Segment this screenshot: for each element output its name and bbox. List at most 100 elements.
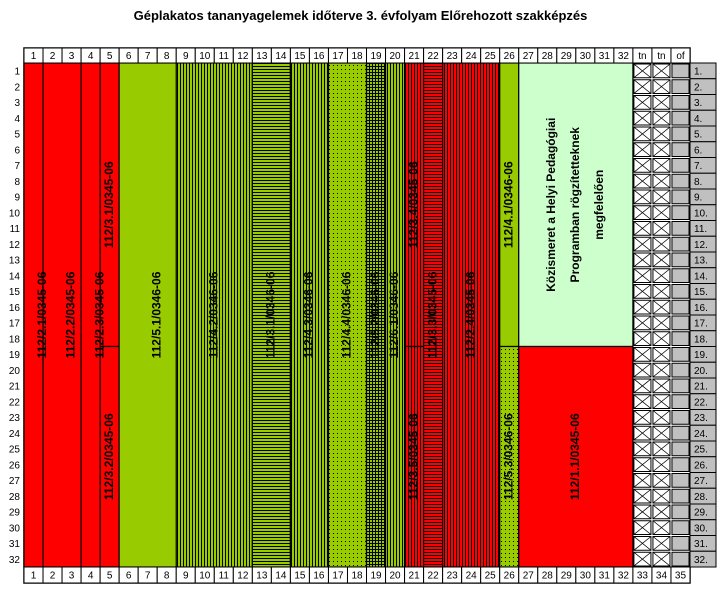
of-cell — [671, 362, 690, 378]
column-footer: 2 — [50, 571, 56, 582]
row-label-right: 1. — [694, 67, 702, 78]
block-label: 112/5.2/0346-06 — [368, 271, 382, 358]
of-cell — [671, 488, 690, 504]
of-cell — [671, 158, 690, 173]
cross-line — [652, 331, 671, 346]
of-cell — [671, 236, 690, 252]
row-label-right: 28. — [694, 492, 708, 503]
of-cell — [671, 410, 690, 425]
cross-line — [652, 362, 671, 378]
block-16 — [442, 62, 501, 568]
cross-line — [652, 110, 671, 126]
row-number: 23 — [9, 413, 21, 424]
row-label-right: 15. — [694, 287, 708, 298]
row-label-right: 14. — [694, 271, 708, 282]
column-footer: 17 — [332, 571, 344, 582]
row-label-right: 8. — [694, 177, 702, 188]
column-header: 10 — [199, 51, 211, 62]
cross-line — [652, 221, 671, 236]
row-label-right: 29. — [694, 508, 708, 519]
row-number: 15 — [9, 287, 21, 298]
row-number: 16 — [9, 303, 21, 314]
column-footer: 20 — [389, 571, 401, 582]
column-footer: 19 — [370, 571, 382, 582]
column-footer: 6 — [126, 571, 132, 582]
of-cell — [671, 551, 690, 567]
cross-line — [633, 252, 652, 268]
of-cell — [671, 441, 690, 457]
block-label: 112/3.3/0345-06 — [425, 271, 439, 358]
cross-line — [633, 378, 652, 394]
column-header: 19 — [370, 51, 382, 62]
column-footer: 35 — [675, 571, 687, 582]
column-footer: 11 — [219, 571, 230, 582]
cross-line — [633, 520, 652, 535]
column-footer: 4 — [88, 571, 94, 582]
column-footer: 31 — [599, 571, 611, 582]
row-number: 19 — [9, 350, 21, 361]
cross-line — [633, 221, 652, 236]
block-20 — [518, 345, 634, 568]
column-footer: 5 — [107, 571, 113, 582]
cross-line — [652, 284, 671, 299]
column-header: 23 — [447, 51, 459, 62]
cross-line — [652, 126, 671, 142]
cross-line — [633, 394, 652, 409]
row-label-right: 30. — [694, 523, 708, 534]
column-header: of — [676, 51, 685, 62]
cross-line — [633, 236, 652, 252]
cross-line — [633, 473, 652, 488]
cross-line — [633, 142, 652, 157]
footer-cell — [670, 566, 691, 584]
column-footer: 25 — [485, 571, 497, 582]
cross-line — [652, 457, 671, 472]
block-label: 112/5.3/0346-06 — [501, 413, 515, 500]
column-footer: 34 — [656, 571, 668, 582]
of-cell — [671, 504, 690, 520]
row-number: 31 — [9, 539, 21, 550]
column-header: 6 — [126, 51, 132, 62]
cross-line — [633, 536, 652, 551]
of-cell — [671, 79, 690, 94]
row-label-right: 11. — [694, 224, 707, 235]
column-header: 17 — [332, 51, 344, 62]
row-number: 27 — [9, 476, 21, 487]
block-label: 112/3.5/0345-06 — [406, 413, 420, 500]
column-footer: 23 — [447, 571, 459, 582]
row-label-right: 13. — [694, 256, 708, 267]
of-cell — [671, 425, 690, 441]
of-cell — [671, 95, 690, 110]
of-cell — [671, 536, 690, 551]
row-number: 32 — [9, 555, 21, 566]
cross-line — [633, 410, 652, 425]
cross-line — [633, 79, 652, 94]
row-label-right: 22. — [694, 397, 708, 408]
cross-line — [633, 110, 652, 126]
column-header: 18 — [351, 51, 363, 62]
row-label-right: 31. — [694, 539, 708, 550]
block-label: 112/3.2/0345-06 — [102, 413, 116, 500]
cross-line — [633, 315, 652, 331]
cross-line — [633, 347, 652, 362]
cross-line — [633, 173, 652, 189]
column-footer: 32 — [618, 571, 630, 582]
column-footer: 3 — [69, 571, 75, 582]
column-header: 25 — [485, 51, 497, 62]
of-cell — [671, 457, 690, 472]
row-number: 4 — [14, 114, 20, 125]
row-number: 11 — [10, 224, 21, 235]
row-label-right: 24. — [694, 429, 708, 440]
row-label-right: 19. — [694, 350, 708, 361]
cross-line — [652, 79, 671, 94]
column-header: tn — [638, 51, 646, 62]
column-footer: 33 — [637, 571, 649, 582]
block-label: 112/4.3/0346-06 — [302, 271, 316, 358]
column-header: 14 — [275, 51, 287, 62]
block-7 — [175, 62, 253, 568]
column-header: 5 — [107, 51, 113, 62]
row-number: 22 — [9, 397, 21, 408]
cross-line — [633, 63, 652, 79]
row-number: 9 — [14, 193, 20, 204]
block-label: 112/2.4/0345-06 — [463, 271, 477, 358]
